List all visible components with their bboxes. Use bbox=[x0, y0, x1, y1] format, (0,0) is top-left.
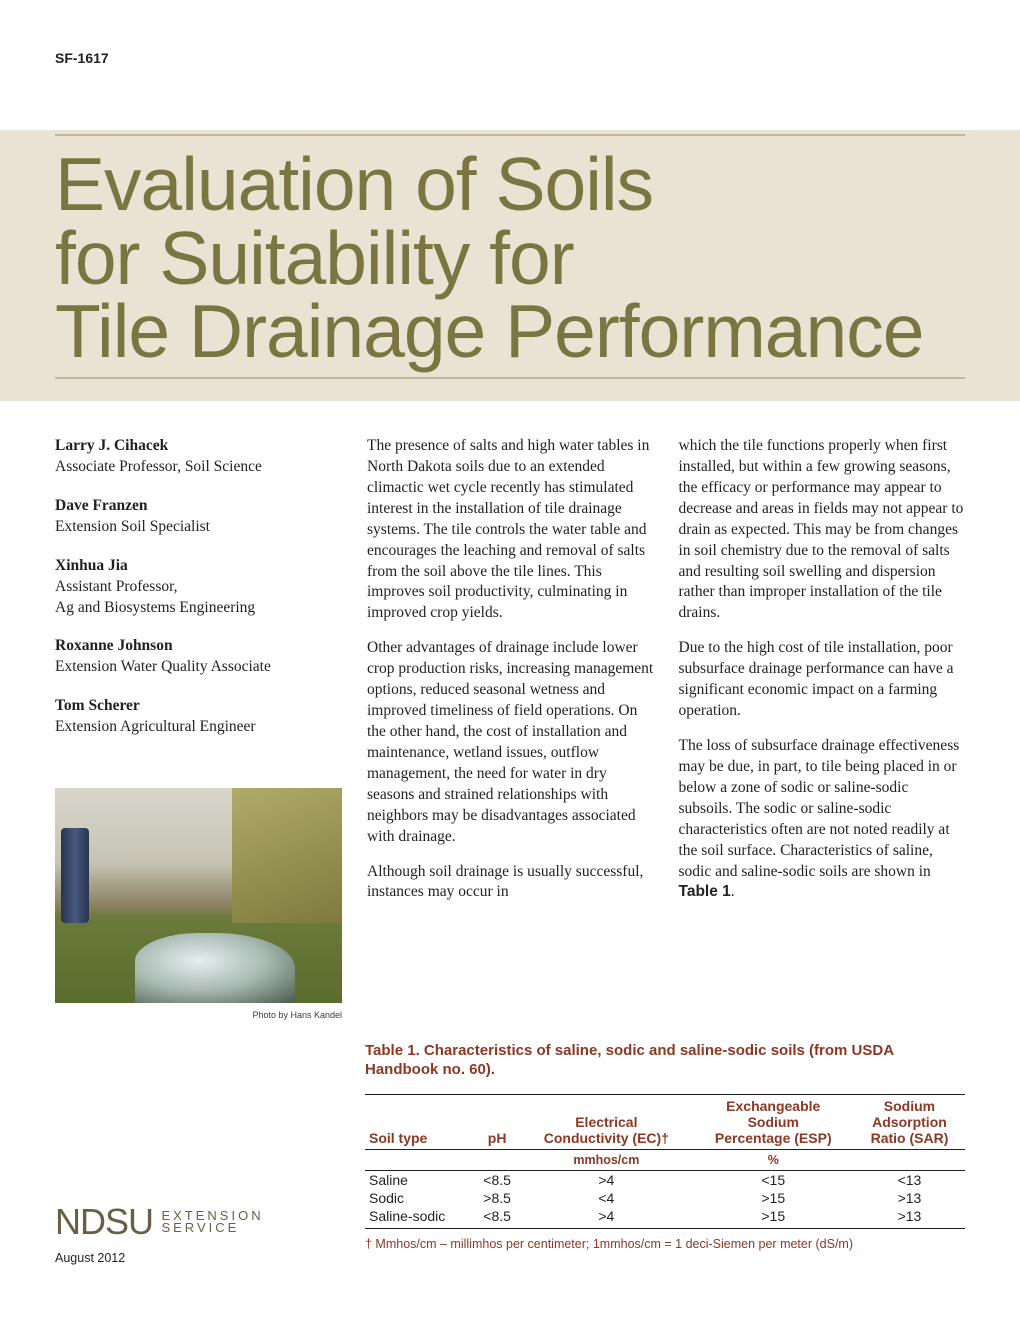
col-header: pH bbox=[474, 1094, 520, 1149]
body-text: The loss of subsurface drainage effectiv… bbox=[679, 737, 960, 880]
extension-service-label: EXTENSION SERVICE bbox=[161, 1210, 263, 1233]
author-block: Xinhua Jia Assistant Professor, Ag and B… bbox=[55, 556, 342, 619]
publication-date: August 2012 bbox=[55, 1251, 264, 1265]
author-block: Roxanne Johnson Extension Water Quality … bbox=[55, 636, 342, 678]
body-paragraph: Due to the high cost of tile installatio… bbox=[679, 638, 966, 722]
table-row: Saline-sodic <8.5 >4 >15 >13 bbox=[365, 1207, 965, 1229]
content-columns: Larry J. Cihacek Associate Professor, So… bbox=[55, 436, 965, 1021]
publisher-logo-block: NDSU EXTENSION SERVICE August 2012 bbox=[55, 1201, 264, 1265]
authors-column: Larry J. Cihacek Associate Professor, So… bbox=[55, 436, 342, 1021]
table-cell: >13 bbox=[854, 1207, 965, 1229]
author-block: Dave Franzen Extension Soil Specialist bbox=[55, 496, 342, 538]
table-footnote: † Mmhos/cm – millimhos per centimeter; 1… bbox=[365, 1237, 965, 1251]
table-cell: >4 bbox=[520, 1170, 692, 1189]
body-column-2: which the tile functions properly when f… bbox=[679, 436, 966, 1021]
body-paragraph: The presence of salts and high water tab… bbox=[367, 436, 654, 624]
table-cell: <8.5 bbox=[474, 1170, 520, 1189]
title-line-2: for Suitability for bbox=[55, 216, 574, 300]
table-cell: >13 bbox=[854, 1189, 965, 1207]
author-block: Larry J. Cihacek Associate Professor, So… bbox=[55, 436, 342, 478]
document-id: SF-1617 bbox=[55, 50, 965, 66]
table-1-block: Table 1. Characteristics of saline, sodi… bbox=[365, 1042, 965, 1251]
table-row: Sodic >8.5 <4 >15 >13 bbox=[365, 1189, 965, 1207]
body-paragraph: Although soil drainage is usually succes… bbox=[367, 862, 654, 904]
author-name: Dave Franzen bbox=[55, 497, 148, 514]
ndsu-wordmark: NDSU bbox=[55, 1201, 153, 1243]
author-name: Tom Scherer bbox=[55, 697, 140, 714]
unit-cell: mmhos/cm bbox=[520, 1149, 692, 1170]
unit-cell bbox=[854, 1149, 965, 1170]
table-cell: Saline bbox=[365, 1170, 474, 1189]
unit-cell: % bbox=[693, 1149, 854, 1170]
page-title: Evaluation of Soils for Suitability for … bbox=[55, 148, 965, 369]
table-cell: >4 bbox=[520, 1207, 692, 1229]
body-paragraph: which the tile functions properly when f… bbox=[679, 436, 966, 624]
col-header: Exchangeable Sodium Percentage (ESP) bbox=[693, 1094, 854, 1149]
author-role: Extension Water Quality Associate bbox=[55, 658, 271, 675]
table-cell: >8.5 bbox=[474, 1189, 520, 1207]
table-cell: <8.5 bbox=[474, 1207, 520, 1229]
table-cell: <4 bbox=[520, 1189, 692, 1207]
author-role: Extension Agricultural Engineer bbox=[55, 718, 256, 735]
author-name: Roxanne Johnson bbox=[55, 637, 173, 654]
table-reference: Table 1 bbox=[679, 883, 731, 900]
soil-characteristics-table: Soil type pH Electrical Conductivity (EC… bbox=[365, 1094, 965, 1229]
body-column-1: The presence of salts and high water tab… bbox=[367, 436, 654, 1021]
table-cell: <15 bbox=[693, 1170, 854, 1189]
table-row: Saline <8.5 >4 <15 <13 bbox=[365, 1170, 965, 1189]
ext-line2: SERVICE bbox=[161, 1220, 239, 1235]
photo-block: Photo by Hans Kandel bbox=[55, 788, 342, 1021]
body-text: . bbox=[731, 883, 735, 900]
table-cell: >15 bbox=[693, 1189, 854, 1207]
photo-credit: Photo by Hans Kandel bbox=[55, 1009, 342, 1021]
col-header: Electrical Conductivity (EC)† bbox=[520, 1094, 692, 1149]
col-header: Sodium Adsorption Ratio (SAR) bbox=[854, 1094, 965, 1149]
title-line-1: Evaluation of Soils bbox=[55, 142, 653, 226]
title-block: Evaluation of Soils for Suitability for … bbox=[55, 134, 965, 379]
body-paragraph: Other advantages of drainage include low… bbox=[367, 638, 654, 847]
table-title: Table 1. Characteristics of saline, sodi… bbox=[365, 1042, 965, 1080]
field-photo bbox=[55, 788, 342, 1003]
unit-cell bbox=[474, 1149, 520, 1170]
table-cell: <13 bbox=[854, 1170, 965, 1189]
author-role: Assistant Professor, Ag and Biosystems E… bbox=[55, 578, 255, 616]
author-name: Xinhua Jia bbox=[55, 557, 128, 574]
title-line-3: Tile Drainage Performance bbox=[55, 289, 923, 373]
ndsu-logo: NDSU EXTENSION SERVICE bbox=[55, 1201, 264, 1243]
col-header: Soil type bbox=[365, 1094, 474, 1149]
table-cell: Sodic bbox=[365, 1189, 474, 1207]
author-role: Extension Soil Specialist bbox=[55, 518, 210, 535]
table-cell: >15 bbox=[693, 1207, 854, 1229]
author-name: Larry J. Cihacek bbox=[55, 437, 168, 454]
author-block: Tom Scherer Extension Agricultural Engin… bbox=[55, 696, 342, 738]
table-cell: Saline-sodic bbox=[365, 1207, 474, 1229]
author-role: Associate Professor, Soil Science bbox=[55, 458, 262, 475]
unit-cell bbox=[365, 1149, 474, 1170]
body-paragraph: The loss of subsurface drainage effectiv… bbox=[679, 736, 966, 903]
